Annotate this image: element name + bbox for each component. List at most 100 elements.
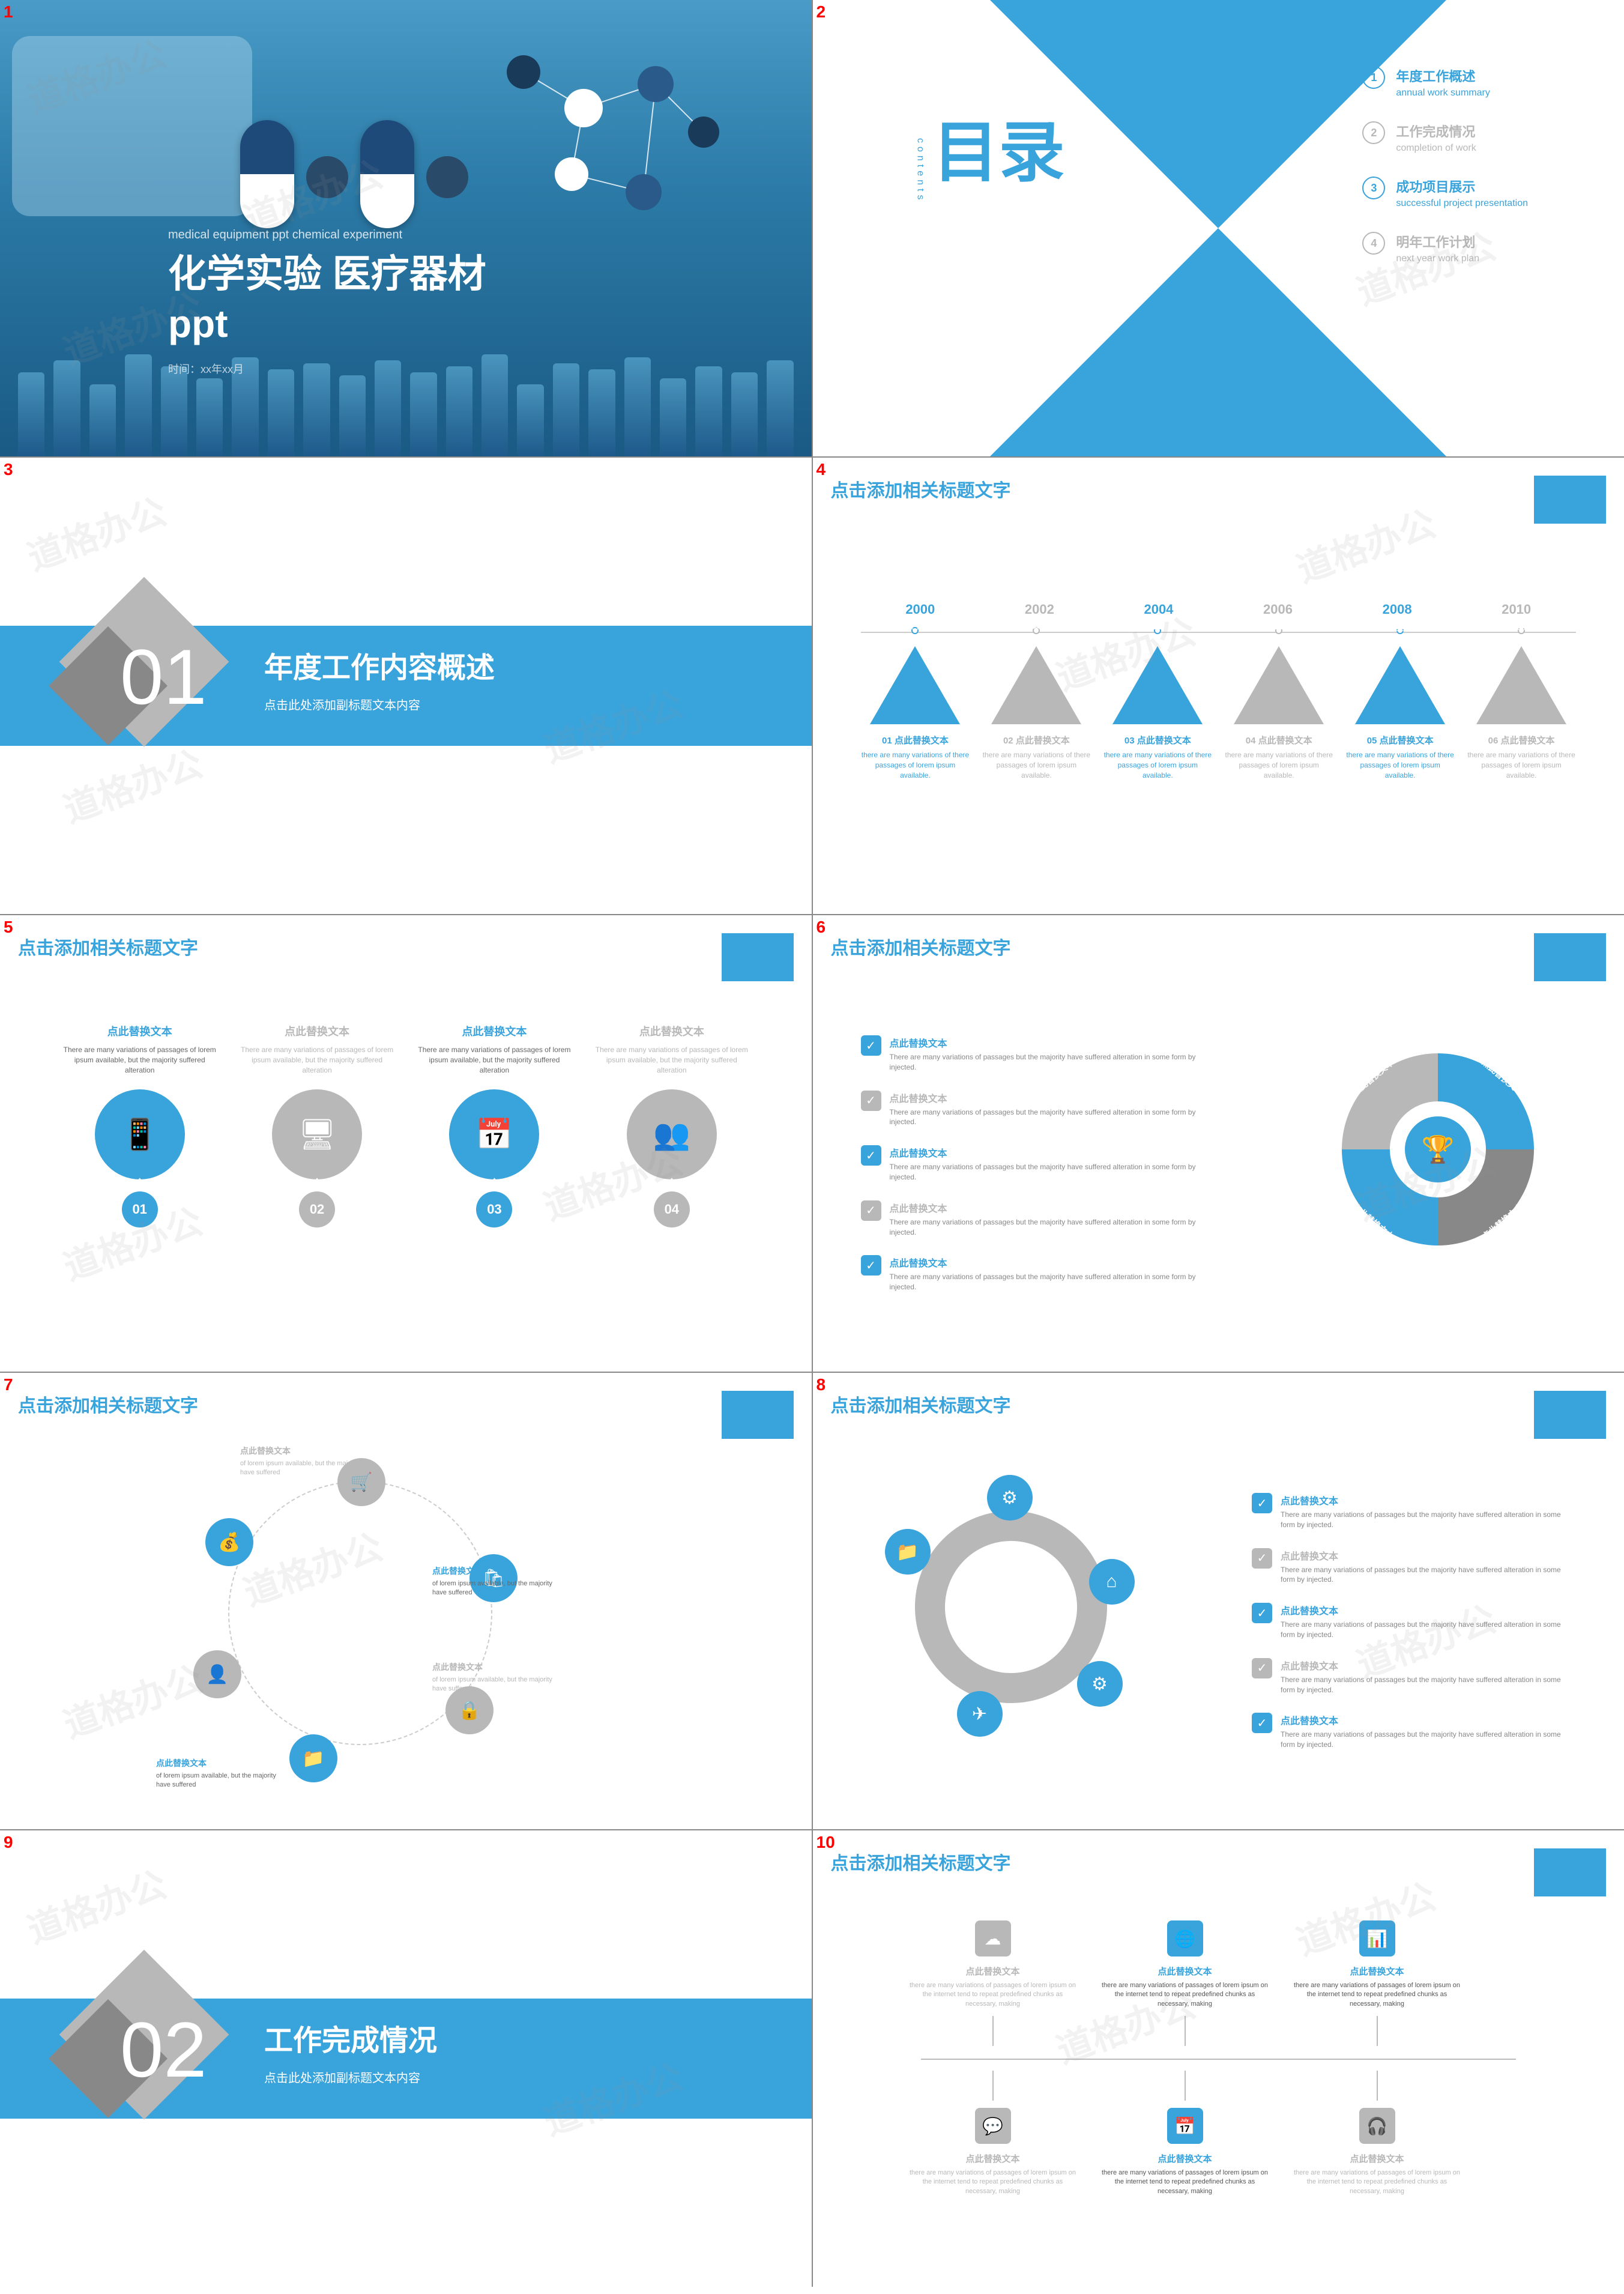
- org-label: 点此替换文本: [909, 2152, 1077, 2165]
- section-subtitle: 点击此处添加副标题文本内容: [264, 695, 495, 713]
- icon-row: 点此替换文本 There are many variations of pass…: [60, 1023, 752, 1227]
- check-icon: ✓: [1252, 1603, 1272, 1623]
- connector-line: [1377, 2016, 1378, 2046]
- timeline-triangle: ☁: [1112, 646, 1203, 724]
- section-title-block: 年度工作内容概述 点击此处添加副标题文本内容: [264, 644, 495, 713]
- contents-bullet: 2: [1362, 121, 1385, 144]
- contents-bullet: 1: [1362, 66, 1385, 89]
- timeline-icon: ⚙: [1028, 617, 1045, 634]
- cycle-node: 📁: [289, 1734, 337, 1782]
- timeline-text: there are many variations of there passa…: [982, 750, 1091, 780]
- connector-line: [1377, 2071, 1378, 2101]
- check-icon: ✓: [1252, 1548, 1272, 1569]
- column-text: There are many variations of passages of…: [237, 1045, 396, 1075]
- checklist-text: 点此替换文本 There are many variations of pass…: [1281, 1713, 1564, 1750]
- timeline-label: 06 点此替换文本: [1467, 734, 1576, 746]
- timeline-icon: ☁: [1149, 617, 1166, 634]
- molecule-graphic: [463, 24, 764, 234]
- contents-item-en: annual work summary: [1396, 88, 1490, 98]
- timeline-triangle: ⌂: [870, 646, 960, 724]
- checklist-desc: There are many variations of passages bu…: [890, 1272, 1197, 1292]
- column-text: There are many variations of passages of…: [60, 1045, 219, 1075]
- cycle-label: 点此替换文本 of lorem ipsum available, but the…: [432, 1565, 564, 1598]
- cycle-diagram: 🛒🛍🔒📁👤💰: [228, 1481, 492, 1745]
- column-icon-circle: 📅: [449, 1089, 539, 1179]
- timeline-icon: ⌂: [907, 617, 923, 634]
- org-icon: 📊: [1359, 1920, 1395, 1957]
- icon-column: 点此替换文本 There are many variations of pass…: [60, 1023, 219, 1227]
- contents-bullet: 4: [1362, 232, 1385, 255]
- org-icon: 📅: [1167, 2108, 1203, 2144]
- watermark: 道格办公: [19, 1856, 172, 1954]
- column-text: There are many variations of passages of…: [415, 1045, 574, 1075]
- contents-heading: contents 目录: [933, 120, 1065, 186]
- checklist-item: ✓ 点此替换文本 There are many variations of pa…: [1252, 1713, 1564, 1750]
- check-icon: ✓: [861, 1145, 881, 1166]
- checklist-desc: There are many variations of passages bu…: [890, 1217, 1197, 1238]
- cycle-label-title: 点此替换文本: [432, 1661, 564, 1673]
- slide-number: 4: [817, 460, 826, 479]
- ring-node: ⚙: [1077, 1661, 1123, 1707]
- section-number: 02: [120, 2005, 207, 2095]
- circle-center-icon: 🏆: [1405, 1116, 1471, 1182]
- ring-node: ⚙: [987, 1475, 1033, 1521]
- contents-list: 1 年度工作概述 annual work summary 2 工作完成情况 co…: [1362, 66, 1528, 287]
- checklist-text: 点此替换文本 There are many variations of pass…: [890, 1145, 1197, 1182]
- timeline-triangle: ⚙: [991, 646, 1081, 724]
- slide-10: 10 点击添加相关标题文字 ☁ 点此替换文本 there are many va…: [813, 1830, 1624, 2287]
- checklist-item: ✓ 点此替换文本 There are many variations of pa…: [861, 1035, 1197, 1073]
- column-number: 04: [654, 1191, 690, 1227]
- timeline-icon: ◉: [1513, 617, 1530, 634]
- test-tube: [268, 369, 294, 456]
- cycle-label-desc: of lorem ipsum available, but the majori…: [432, 1675, 564, 1694]
- checklist-text: 点此替换文本 There are many variations of pass…: [890, 1255, 1197, 1292]
- timeline-year: 2008: [1338, 602, 1457, 617]
- column-label: 点此替换文本: [237, 1023, 396, 1039]
- timeline-label: 02 点此替换文本: [982, 734, 1091, 746]
- header-accent-block: [1534, 933, 1606, 981]
- slide-9: 9 02 工作完成情况 点击此处添加副标题文本内容 道格办公 道格办公: [0, 1830, 812, 2287]
- content-header: 点击添加相关标题文字: [831, 933, 1607, 981]
- org-text: there are many variations of passages of…: [1101, 1981, 1269, 2009]
- horizontal-connector: [921, 2059, 1517, 2060]
- contents-en: contents: [915, 138, 926, 203]
- org-bottom-item: 📅 点此替换文本 there are many variations of pa…: [1101, 2071, 1269, 2196]
- timeline-year: 2004: [1099, 602, 1219, 617]
- timeline-year: 2006: [1218, 602, 1338, 617]
- org-bottom-item: 💬 点此替换文本 there are many variations of pa…: [909, 2071, 1077, 2196]
- cycle-label-title: 点此替换文本: [240, 1445, 372, 1457]
- checklist-label: 点此替换文本: [890, 1091, 1197, 1105]
- timeline-year: 2010: [1456, 602, 1576, 617]
- watermark: 道格办公: [19, 483, 172, 581]
- cycle-label-desc: of lorem ipsum available, but the majori…: [432, 1579, 564, 1598]
- timeline-triangle: ◉: [1476, 646, 1566, 724]
- column-number: 02: [299, 1191, 335, 1227]
- checklist-desc: There are many variations of passages bu…: [1281, 1510, 1564, 1530]
- content-title: 点击添加相关标题文字: [831, 933, 1011, 960]
- checklist-label: 点此替换文本: [1281, 1548, 1564, 1563]
- icon-column: 点此替换文本 There are many variations of pass…: [415, 1023, 574, 1227]
- test-tube: [695, 366, 722, 456]
- test-tube: [53, 360, 80, 456]
- checklist-item: ✓ 点此替换文本 There are many variations of pa…: [861, 1091, 1197, 1128]
- contents-item: 2 工作完成情况 completion of work: [1362, 121, 1528, 154]
- icon-column: 点此替换文本 There are many variations of pass…: [237, 1023, 396, 1227]
- content-header: 点击添加相关标题文字: [831, 1391, 1607, 1439]
- slide-number: 2: [817, 2, 826, 22]
- ring-node: ⌂: [1089, 1559, 1135, 1605]
- cycle-label-title: 点此替换文本: [432, 1565, 564, 1577]
- timeline-text: there are many variations of there passa…: [1103, 750, 1212, 780]
- test-tube: [18, 372, 44, 456]
- test-tube: [89, 384, 116, 456]
- section-number: 01: [120, 632, 207, 722]
- content-header: 点击添加相关标题文字: [831, 1848, 1607, 1896]
- cycle-label: 点此替换文本 of lorem ipsum available, but the…: [156, 1757, 288, 1790]
- org-text: there are many variations of passages of…: [909, 1981, 1077, 2009]
- header-accent-block: [1534, 1848, 1606, 1896]
- timeline-item: ⌂ 01 点此替换文本 there are many variations of…: [861, 644, 970, 780]
- slides-grid: 1 medical equipment ppt chemical experim…: [0, 0, 1624, 2287]
- cycle-node: 💰: [205, 1518, 253, 1566]
- header-accent-block: [722, 933, 794, 981]
- test-tube: [446, 366, 472, 456]
- cycle-node: 👤: [193, 1650, 241, 1698]
